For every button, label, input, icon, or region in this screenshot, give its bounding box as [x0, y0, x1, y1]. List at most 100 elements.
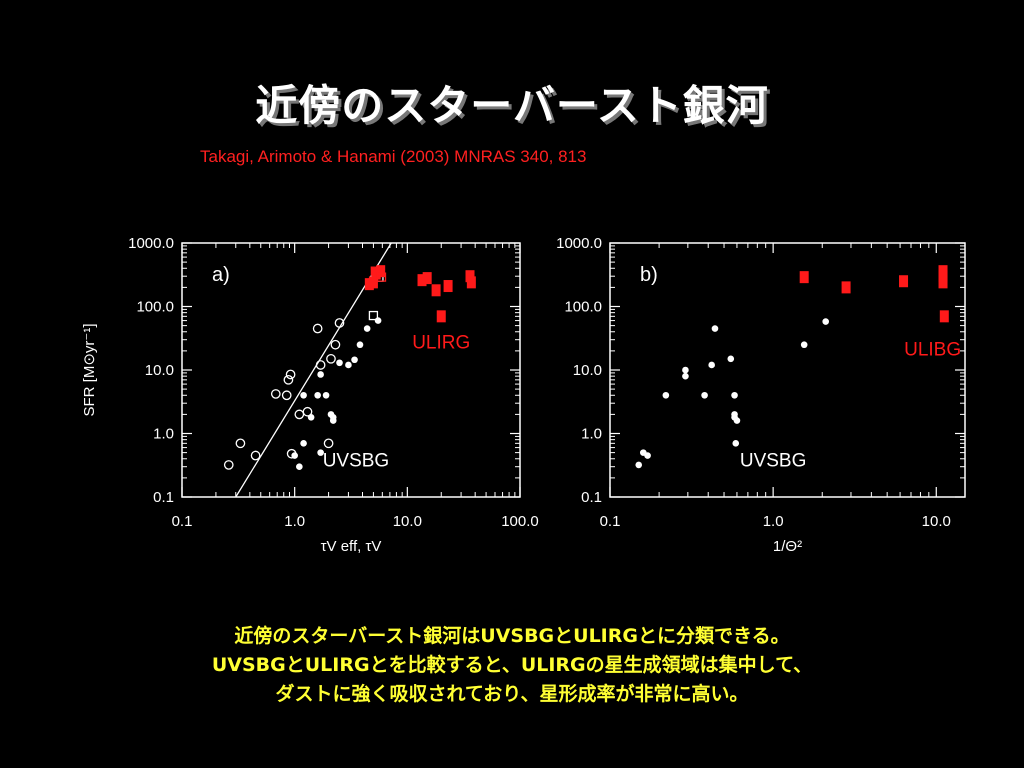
series-ulirg-open [370, 266, 387, 282]
data-point [368, 276, 378, 289]
series-ulirg [799, 265, 949, 323]
data-point [329, 417, 337, 424]
data-point [317, 371, 324, 378]
x-tick-label: 10.0 [393, 513, 422, 530]
y-tick-label: 100.0 [564, 299, 602, 316]
x-tick-label: 1.0 [284, 513, 305, 530]
data-point [285, 369, 296, 380]
data-point [250, 450, 261, 461]
series-uvsbg [291, 317, 382, 471]
x-tick-label: 0.1 [600, 513, 621, 530]
data-point [376, 272, 387, 282]
summary-line-1: 近傍のスターバースト銀河はUVSBGとULIRGとに分類できる。 [234, 625, 790, 647]
data-point [727, 355, 735, 363]
annotation-uvsbg: UVSBG [740, 451, 807, 472]
data-point [417, 274, 427, 287]
data-point [711, 325, 719, 332]
data-point [682, 372, 689, 380]
panel-label: a) [212, 264, 230, 286]
x-tick-label: 100.0 [501, 513, 539, 530]
data-point [899, 275, 909, 288]
data-point [635, 461, 643, 469]
y-tick-label: 0.1 [153, 489, 174, 506]
data-point [938, 270, 948, 283]
data-point [270, 389, 281, 399]
data-point [370, 266, 380, 276]
data-point [235, 438, 246, 449]
data-point [307, 413, 315, 421]
data-point [682, 366, 689, 374]
data-point [708, 361, 715, 369]
series-uvsbg [635, 318, 830, 469]
data-point [334, 318, 345, 328]
data-point [312, 323, 323, 334]
y-tick-label: 1.0 [153, 426, 174, 443]
data-point [317, 449, 324, 456]
panel-label: b) [640, 264, 658, 286]
citation: Takagi, Arimoto & Hanami (2003) MNRAS 34… [200, 147, 587, 166]
x-tick-label: 1.0 [763, 513, 784, 530]
data-point [731, 391, 738, 399]
y-tick-label: 0.1 [581, 489, 602, 506]
annotation-ulibg: ULIBG [904, 339, 961, 360]
data-point [465, 270, 475, 283]
series-uvsbg-tau-eff [223, 318, 345, 470]
data-point [644, 452, 651, 459]
y-tick-label: 1.0 [581, 426, 602, 443]
y-tick-label: 100.0 [136, 299, 174, 316]
data-point [436, 310, 446, 323]
x-axis-label: τV eff, τV [321, 538, 382, 555]
summary-line-3: ダストに強く吸収されており、星形成率が非常に高い。 [275, 683, 749, 705]
data-point [443, 280, 453, 293]
data-point [281, 390, 292, 401]
y-axis-label: SFR [M⊙yr⁻¹] [81, 324, 98, 417]
data-point [431, 284, 441, 297]
data-point [799, 271, 809, 284]
data-point [466, 276, 476, 289]
data-point [294, 409, 305, 420]
data-point [800, 341, 808, 349]
x-tick-label: 0.1 [172, 513, 193, 530]
y-tick-label: 1000.0 [556, 235, 602, 252]
summary-text: 近傍のスターバースト銀河はUVSBGとULIRGとに分類できる。 UVSBGとU… [0, 622, 1024, 709]
data-point [314, 391, 321, 399]
data-point [315, 360, 326, 370]
data-point [732, 440, 740, 447]
data-point [356, 341, 364, 349]
summary-line-2: UVSBGとULIRGとを比較すると、ULIRGの星生成領域は集中して、 [211, 654, 813, 676]
data-point [939, 310, 949, 323]
data-point [363, 325, 371, 332]
data-point [286, 448, 297, 459]
data-point [345, 361, 352, 369]
chart-panel-2: 0.1 1.0 10.0 100.0 1000.0 0.1 1.0 10.0 1/Θ² b) ULI… [556, 235, 966, 555]
data-point [336, 359, 343, 367]
data-point [351, 356, 358, 364]
data-point [330, 339, 341, 350]
data-point [841, 281, 851, 294]
data-point [422, 272, 432, 285]
data-point [302, 406, 313, 417]
series-ulirg [364, 265, 476, 323]
data-point [662, 391, 670, 399]
data-point [323, 438, 334, 449]
annotation-uvsbg: UVSBG [323, 451, 390, 472]
data-point [322, 391, 330, 399]
x-tick-label: 10.0 [922, 513, 951, 530]
data-point [326, 353, 336, 364]
data-point [374, 317, 382, 324]
slide-title: 近傍のスターバースト銀河 [255, 81, 769, 130]
data-point [822, 318, 830, 325]
data-point [300, 440, 307, 447]
data-point [368, 310, 379, 321]
data-point [938, 276, 948, 289]
data-point [223, 460, 234, 470]
data-point [376, 265, 386, 278]
data-point [733, 417, 741, 424]
data-point [296, 463, 303, 471]
data-point [283, 374, 294, 385]
x-axis-label: 1/Θ² [773, 538, 802, 555]
data-point [701, 391, 708, 399]
chart-panel-1: 0.1 1.0 10.0 100.0 1000.0 0.1 1.0 10.0 100.0 SFR … [81, 235, 539, 555]
y-tick-label: 1000.0 [128, 235, 174, 252]
